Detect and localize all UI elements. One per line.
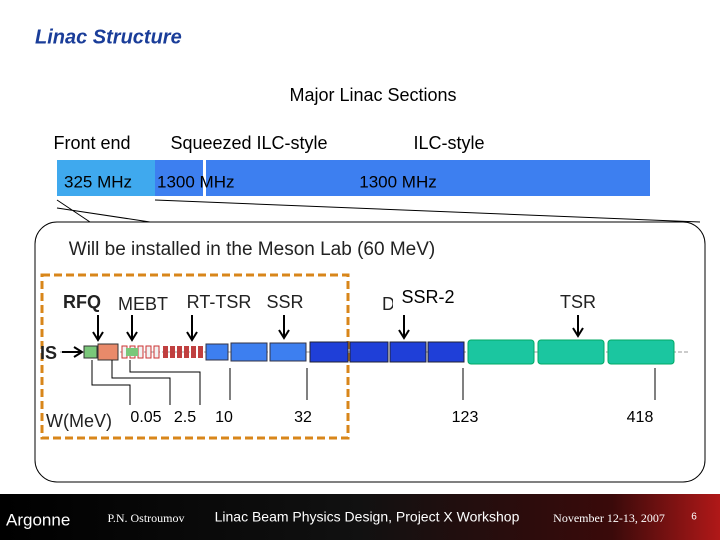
ssr-cryo [205,343,229,361]
energy-value: 2.5 [174,409,196,426]
component-label: SSR-2 [401,287,454,307]
energy-value: 32 [294,409,312,426]
footer-logo: Argonne [6,510,70,529]
footer-talk: Linac Beam Physics Design, Project X Wor… [215,509,520,525]
footer-page: 6 [691,512,697,523]
callout-box [34,221,706,483]
callout-text: Will be installed in the Meson Lab (60 M… [69,239,435,260]
callout-pointer [56,199,701,223]
component-label: RT-TSR [187,292,252,312]
energy-leaders [91,360,656,405]
footer-bar [0,494,720,540]
component-label: D [382,294,395,314]
section-label: ILC-style [413,133,484,153]
sections-title: Major Linac Sections [289,85,456,105]
energy-axis-label: W(MeV) [46,411,112,431]
rt-tsr [163,346,203,358]
component-label: MEBT [118,294,168,314]
energy-value: 123 [452,409,479,426]
mebt-cavity [126,348,138,356]
freq-label: 1300 MHz [359,172,436,191]
footer-author: P.N. Ostroumov [107,511,184,525]
ssr-cryo [269,342,307,362]
component-label: SSR [266,292,303,312]
freq-label: 1300 MHz [157,172,234,191]
footer-date: November 12-13, 2007 [553,511,665,525]
component-label: RFQ [63,292,101,312]
dsr-cryo [349,341,389,363]
section-label: Squeezed ILC-style [170,133,327,153]
tsr-cryo [537,339,605,365]
label-box [393,287,463,309]
energy-value: 418 [627,409,654,426]
section-label: Front end [53,133,130,153]
component-label: TSR [560,292,596,312]
ssr-cryo [230,342,268,362]
section-bar [155,160,203,196]
pointer-arrows [62,315,584,358]
slide-title: Linac Structure [35,26,182,48]
section-bar [57,160,155,196]
tsr-cryo [467,339,535,365]
dsr-cryo [309,341,349,363]
source-label: IS [40,343,57,363]
tsr-cryo [607,339,675,365]
energy-value: 0.05 [130,409,161,426]
section-bar [206,160,650,196]
ssr2-cryo [427,341,465,363]
rfq [83,345,98,359]
freq-label: 325 MHz [64,172,132,191]
energy-value: 10 [215,409,233,426]
rfq [97,343,119,361]
ssr2-cryo [389,341,427,363]
